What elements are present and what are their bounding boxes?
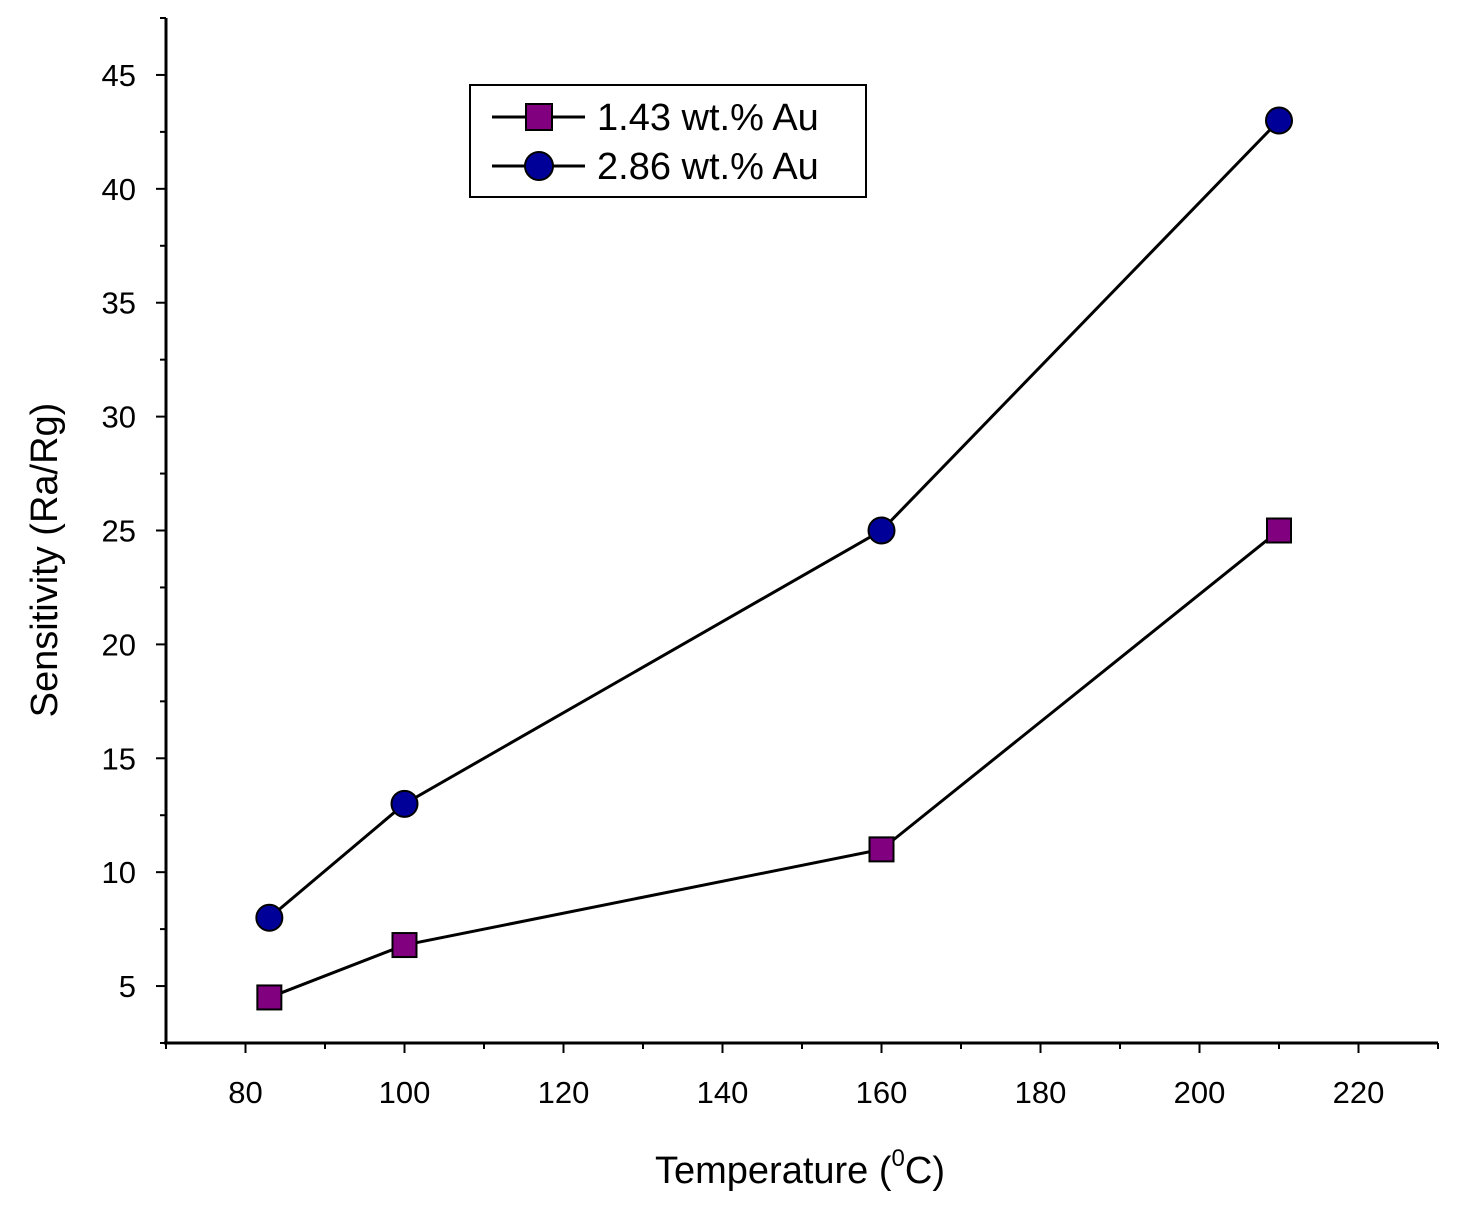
legend-item-2: 2.86 wt.% Au [492, 146, 819, 188]
series-1-point-100 [391, 932, 418, 959]
y-tick-label-45: 45 [102, 58, 136, 93]
series-line-1 [268, 529, 1280, 999]
y-tick-label-35: 35 [102, 286, 136, 321]
y-tick-label-30: 30 [102, 400, 136, 435]
y-tick-label-5: 5 [119, 969, 136, 1004]
x-axis-title-suffix: C) [905, 1150, 945, 1192]
series-1-point-160 [868, 836, 895, 863]
x-tick-label-160: 160 [856, 1075, 908, 1110]
series-1-point-210 [1266, 517, 1292, 544]
x-tick-label-80: 80 [228, 1075, 262, 1110]
series-2-point-160 [867, 516, 896, 545]
series-2-point-83 [255, 903, 284, 932]
x-tick-label-220: 220 [1333, 1075, 1385, 1110]
legend-marker-circle [524, 151, 554, 181]
legend-label-2: 2.86 wt.% Au [597, 146, 819, 188]
x-axis-title-superscript: 0 [892, 1145, 905, 1172]
y-tick-label-40: 40 [102, 172, 136, 207]
series-2-point-210 [1265, 106, 1293, 135]
x-tick-label-200: 200 [1174, 1075, 1226, 1110]
y-tick-label-10: 10 [102, 855, 136, 890]
ticks: 80 100 120 140 160 180 200 220 5 10 15 20 25 30 35 40 45 [102, 17, 1439, 1110]
x-tick-label-140: 140 [697, 1075, 749, 1110]
y-axis-title: Sensitivity (Ra/Rg) [24, 403, 66, 718]
x-tick-label-180: 180 [1015, 1075, 1067, 1110]
y-tick-label-15: 15 [102, 741, 136, 776]
y-tick-label-20: 20 [102, 627, 136, 662]
x-axis-title-main: Temperature ( [655, 1150, 892, 1192]
x-axis-title: Temperature (0C) [655, 1145, 945, 1192]
series-markers [255, 106, 1293, 1011]
legend-item-1: 1.43 wt.% Au [492, 97, 819, 139]
series-lines [268, 119, 1281, 999]
y-tick-label-25: 25 [102, 514, 136, 549]
series-line-2 [268, 119, 1281, 919]
legend-label-1: 1.43 wt.% Au [597, 97, 819, 139]
legend-marker-square [525, 103, 553, 131]
legend: 1.43 wt.% Au 2.86 wt.% Au [469, 84, 867, 198]
series-2-point-100 [390, 789, 419, 818]
x-tick-label-120: 120 [538, 1075, 590, 1110]
series-1-point-83 [256, 984, 283, 1011]
x-tick-label-100: 100 [379, 1075, 431, 1110]
